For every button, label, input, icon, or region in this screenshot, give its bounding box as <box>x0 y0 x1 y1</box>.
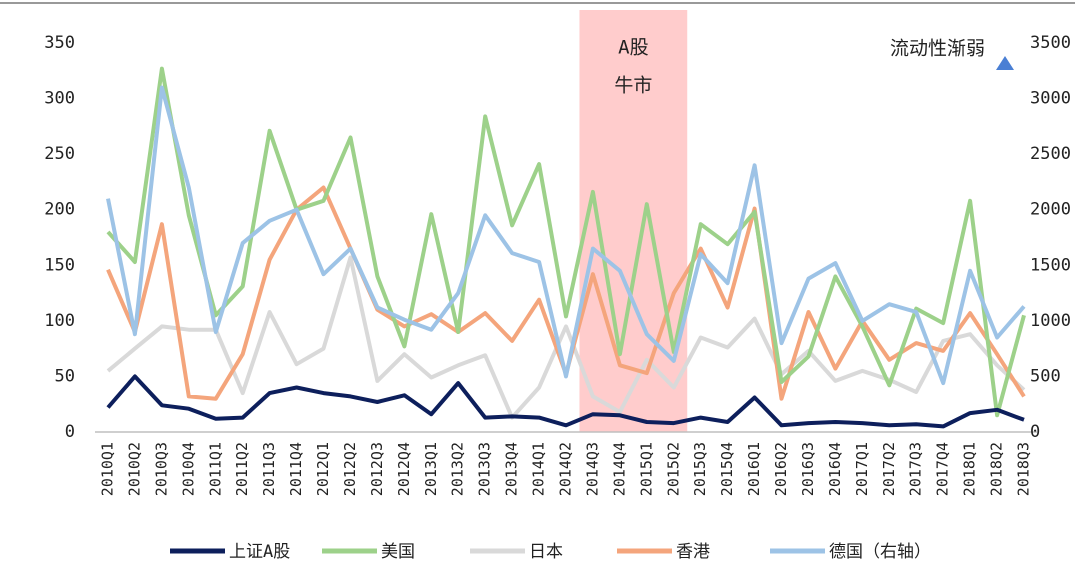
series-line <box>106 374 1025 429</box>
x-tick-label: 2010Q2 <box>125 442 143 496</box>
x-tick-label: 2012Q1 <box>314 442 332 496</box>
y-tick-label: 100 <box>44 311 75 331</box>
y2-tick-label: 1000 <box>1030 311 1071 331</box>
x-tick-label: 2010Q1 <box>99 442 117 496</box>
x-tick-label: 2011Q1 <box>206 442 224 496</box>
x-tick-label: 2013Q4 <box>503 442 521 496</box>
x-tick-label: 2014Q1 <box>530 442 548 496</box>
x-tick-label: 2018Q1 <box>961 442 979 496</box>
x-tick-label: 2014Q3 <box>583 442 601 496</box>
x-tick-label: 2015Q4 <box>718 442 736 496</box>
x-tick-label: 2010Q3 <box>152 442 170 496</box>
y-tick-label: 350 <box>44 33 75 53</box>
x-tick-label: 2015Q3 <box>691 442 709 496</box>
y-tick-label: 0 <box>65 422 75 442</box>
x-tick-label: 2017Q3 <box>907 442 925 496</box>
legend-label: 上证A股 <box>229 542 290 562</box>
x-tick-label: 2013Q3 <box>476 442 494 496</box>
y2-tick-label: 3500 <box>1030 33 1071 53</box>
x-tick-label: 2017Q1 <box>853 442 871 496</box>
y2-tick-label: 500 <box>1030 366 1061 386</box>
y-tick-label: 250 <box>44 144 75 164</box>
series-line <box>106 255 1026 420</box>
x-tick-label: 2010Q4 <box>179 442 197 496</box>
x-tick-label: 2013Q1 <box>422 442 440 496</box>
legend-label: 日本 <box>529 542 563 562</box>
x-tick-label: 2011Q4 <box>287 442 305 496</box>
x-tick-label: 2011Q2 <box>233 442 251 496</box>
x-tick-label: 2011Q3 <box>260 442 278 496</box>
y-tick-label: 50 <box>55 366 75 386</box>
y2-tick-label: 3000 <box>1030 89 1071 109</box>
legend-label: 德国（右轴） <box>829 542 931 562</box>
x-tick-label: 2016Q3 <box>799 442 817 496</box>
x-tick-label: 2012Q3 <box>368 442 386 496</box>
x-tick-label: 2017Q4 <box>934 442 952 496</box>
shade-label: A股 <box>618 37 648 59</box>
y2-tick-label: 2500 <box>1030 144 1071 164</box>
x-tick-label: 2016Q1 <box>745 442 763 496</box>
x-tick-label: 2012Q4 <box>395 442 413 496</box>
x-tick-label: 2016Q4 <box>826 442 844 496</box>
x-tick-label: 2014Q4 <box>610 442 628 496</box>
y2-tick-label: 2000 <box>1030 200 1071 220</box>
x-tick-label: 2015Q1 <box>637 442 655 496</box>
legend-label: 美国 <box>381 542 415 562</box>
x-tick-label: 2013Q2 <box>449 442 467 496</box>
arrow-label: 流动性渐弱 <box>890 38 985 60</box>
y2-tick-label: 0 <box>1030 422 1040 442</box>
x-tick-label: 2017Q2 <box>880 442 898 496</box>
y-tick-label: 200 <box>44 200 75 220</box>
y-tick-label: 300 <box>44 89 75 109</box>
y-tick-label: 150 <box>44 255 75 275</box>
x-tick-label: 2014Q2 <box>557 442 575 496</box>
shade-label: 牛市 <box>614 75 652 97</box>
x-tick-label: 2018Q2 <box>988 442 1006 496</box>
x-tick-label: 2012Q2 <box>341 442 359 496</box>
legend-label: 香港 <box>676 542 710 562</box>
x-tick-label: 2018Q3 <box>1015 442 1033 496</box>
series-line <box>106 66 1026 418</box>
series-line <box>106 85 1026 386</box>
x-tick-label: 2015Q2 <box>664 442 682 496</box>
x-tick-label: 2016Q2 <box>772 442 790 496</box>
arrow-head <box>996 56 1014 70</box>
y2-tick-label: 1500 <box>1030 255 1071 275</box>
